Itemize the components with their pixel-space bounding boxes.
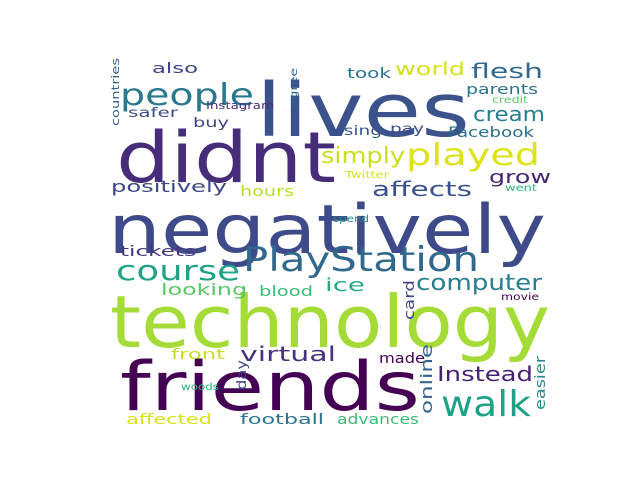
word-negatively: negatively [108, 191, 546, 270]
word-played: played [406, 138, 540, 173]
word-credit: credit [492, 95, 528, 106]
word-virtual: virtual [240, 342, 336, 366]
word-safer: safer [128, 106, 179, 121]
word-advances: advances [337, 412, 419, 428]
word-simply: simply [321, 144, 405, 169]
word-card: card [402, 280, 418, 320]
word-instead: Instead [437, 362, 533, 386]
word-world: world [395, 59, 465, 80]
word-flesh: flesh [471, 59, 543, 83]
word-ice: ice [325, 275, 365, 296]
word-people: people [120, 78, 254, 113]
word-grow: grow [489, 167, 551, 188]
word-blood: blood [259, 284, 313, 300]
word-parents: parents [466, 82, 538, 98]
word-countries: countries [109, 58, 122, 126]
word-spend: spend [333, 214, 369, 225]
word-facebook: Facebook [448, 125, 535, 141]
word-online: online [417, 344, 436, 414]
word-woods: woods [181, 382, 219, 393]
word-using: using [332, 124, 382, 139]
word-front: front [171, 347, 226, 363]
word-hours: hours [240, 184, 294, 200]
word-affected: affected [126, 412, 212, 428]
word-cream: cream [473, 102, 545, 126]
word-agree: agree [289, 68, 300, 108]
word-took: took [347, 66, 392, 82]
word-made: made [379, 351, 425, 367]
word-easier: easier [533, 356, 549, 410]
word-course: course [116, 254, 240, 287]
word-computer: computer [416, 271, 543, 296]
word-movie: movie [501, 292, 539, 303]
word-playstation: PlayStation [243, 240, 479, 280]
word-lives: lives [256, 68, 470, 154]
word-walk: walk [441, 384, 531, 425]
word-positively: positively [111, 177, 227, 196]
word-pay: pay [390, 122, 424, 137]
word-also: also [152, 61, 198, 77]
word-day: day [235, 360, 250, 390]
word-went: went [505, 183, 537, 194]
word-friends: friends [120, 348, 420, 427]
word-football: football [240, 412, 324, 428]
word-tickets: tickets [120, 244, 196, 260]
word-affects: affects [372, 177, 472, 201]
word-twitter: Twitter [344, 170, 390, 181]
word-looking: looking [161, 280, 247, 299]
word-technology: technology [110, 280, 550, 364]
word-instagram: Instagram [206, 99, 274, 112]
word-buy: buy [193, 116, 229, 131]
word-didnt: didnt [116, 117, 336, 199]
